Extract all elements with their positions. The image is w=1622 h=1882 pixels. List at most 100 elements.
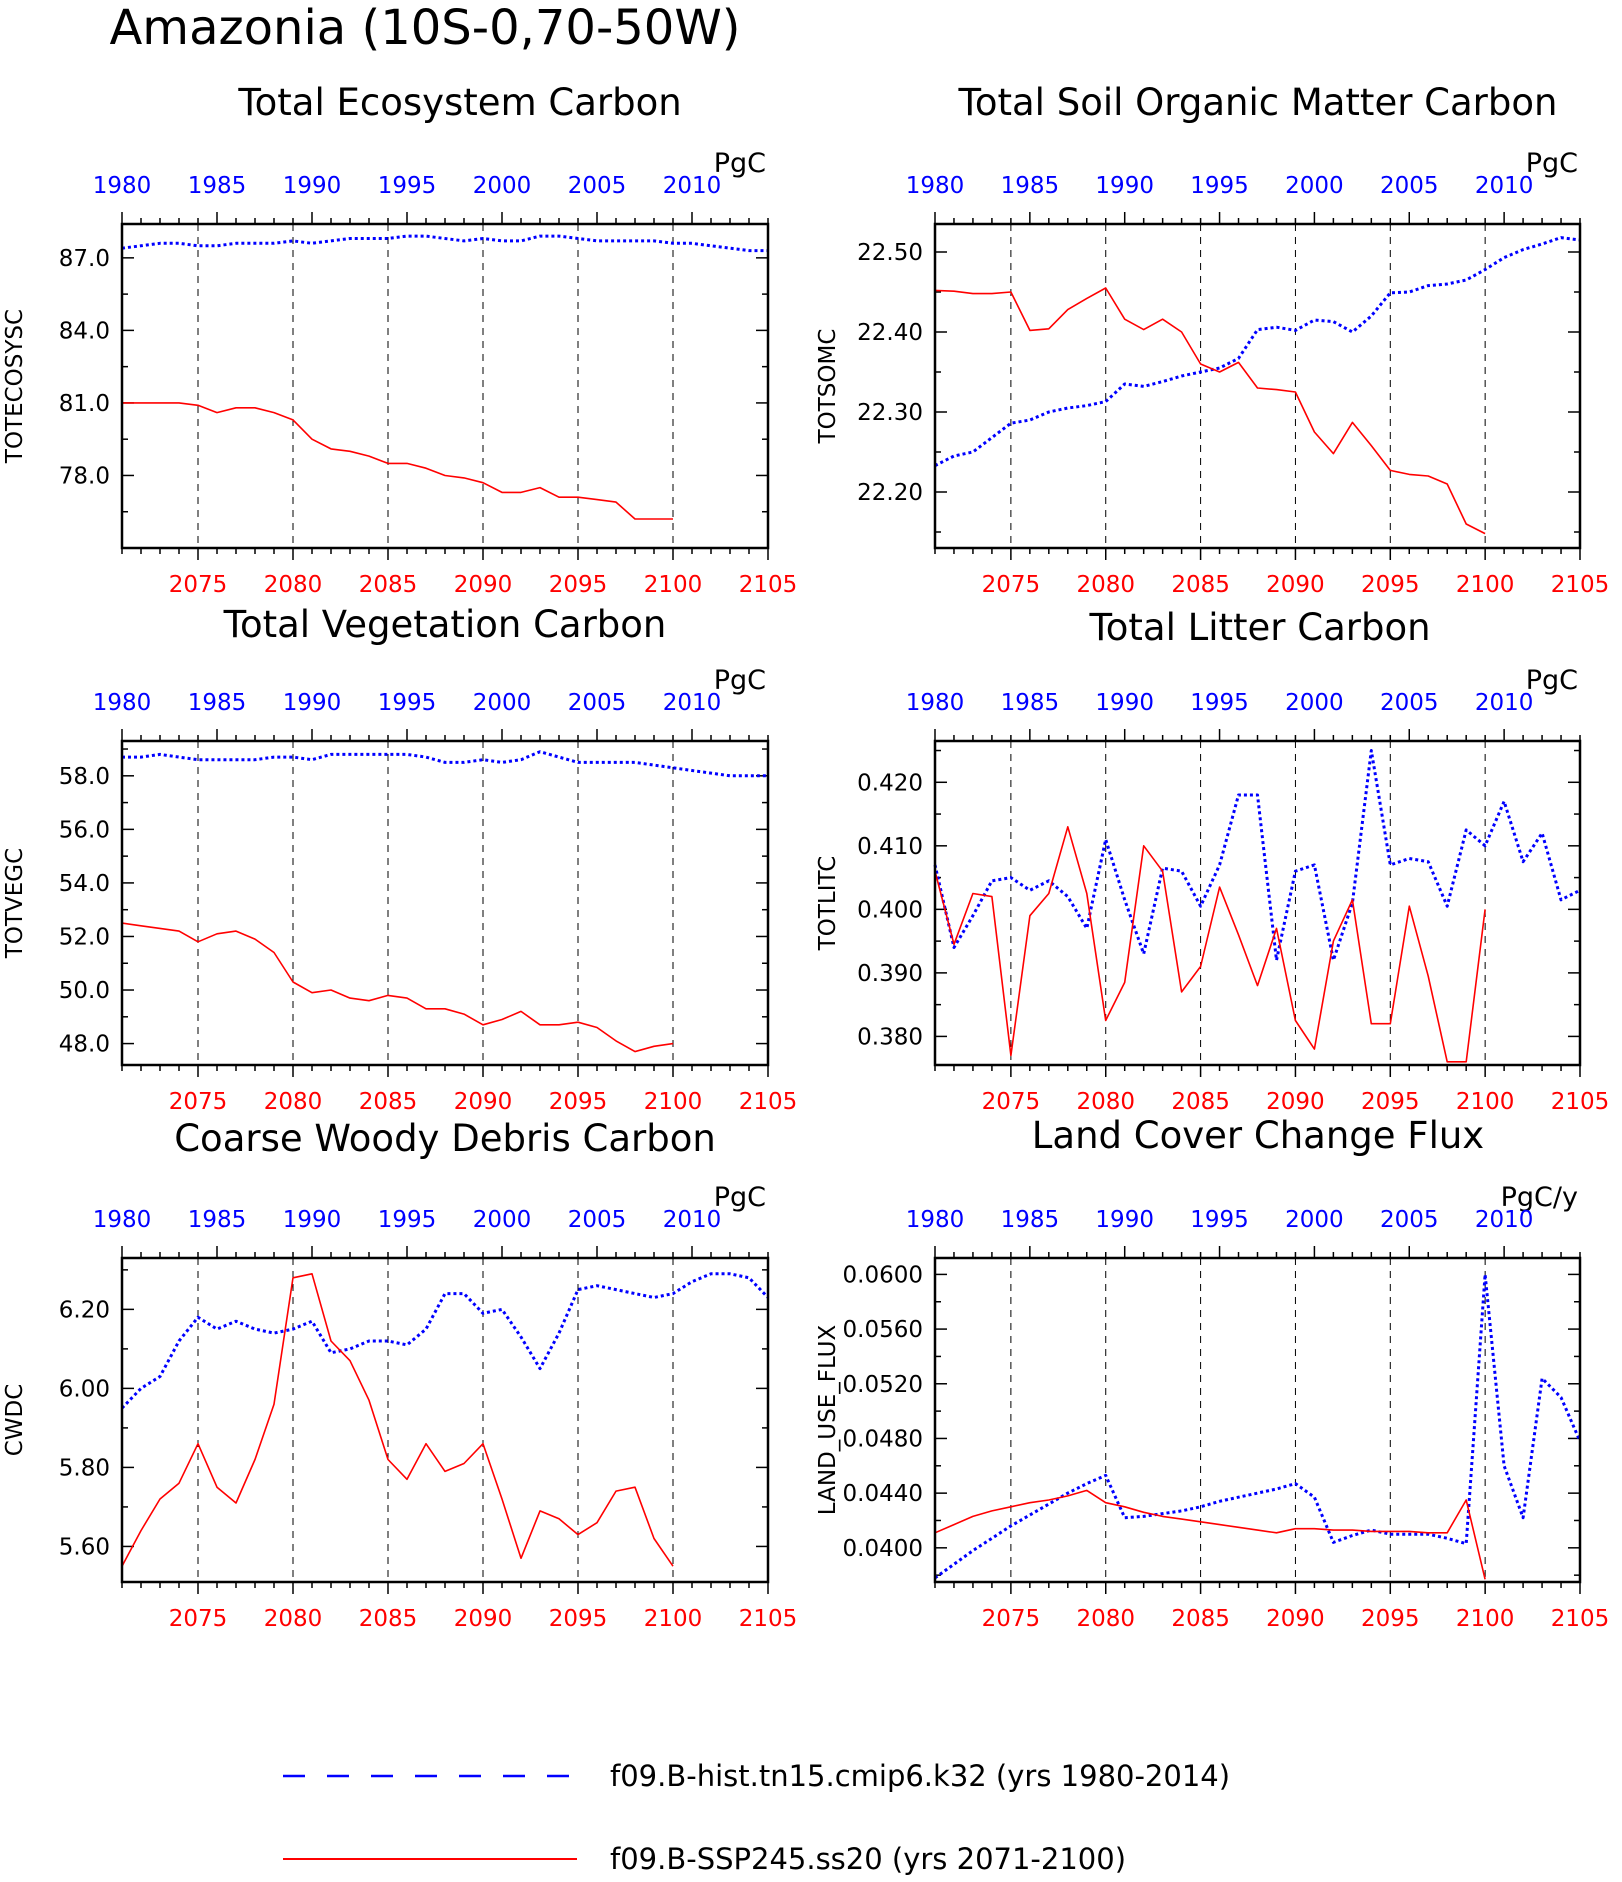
y-tick-label: 0.0560 — [843, 1317, 923, 1343]
x-tick-label: 2105 — [1551, 1089, 1610, 1115]
series-line-hist — [120, 1272, 770, 1410]
y-tick-label: 78.0 — [59, 463, 110, 489]
series-line-hist — [934, 236, 1581, 467]
x-top-tick-label: 2000 — [1285, 690, 1344, 716]
y-tick-label: 0.0400 — [843, 1536, 923, 1562]
y-tick-label: 52.0 — [59, 924, 110, 950]
y-axis-label: LAND_USE_FLUX — [815, 1325, 841, 1516]
x-top-tick-label: 1995 — [378, 1207, 437, 1233]
x-tick-label: 2080 — [264, 1089, 323, 1115]
chart-panel-5: Coarse Woody Debris Carbon PgC CWDC 2075 208… — [2, 1117, 797, 1632]
x-top-tick-label: 1985 — [1001, 1207, 1060, 1233]
x-tick-label: 2085 — [359, 572, 418, 598]
panel-title: Total Soil Organic Matter Carbon — [958, 81, 1558, 124]
units-label: PgC/y — [1501, 1182, 1578, 1213]
plot-frame — [120, 739, 770, 1067]
y-axis-label: TOTVEGC — [2, 848, 28, 959]
x-top-tick-label: 1990 — [283, 173, 342, 199]
series-line-ssp — [121, 922, 674, 1053]
series-line-ssp — [934, 1489, 1486, 1580]
x-tick-label: 2095 — [549, 1089, 608, 1115]
units-label: PgC — [714, 148, 766, 179]
x-top-tick-label: 2010 — [1475, 690, 1534, 716]
x-tick-label: 2075 — [982, 1089, 1041, 1115]
x-tick-label: 2090 — [454, 1606, 513, 1632]
y-tick-label: 0.0440 — [843, 1481, 923, 1507]
x-tick-label: 2075 — [169, 1089, 228, 1115]
x-tick-label: 2090 — [454, 1089, 513, 1115]
x-tick-label: 2090 — [1266, 1606, 1325, 1632]
x-top-tick-label: 1985 — [188, 690, 247, 716]
x-tick-label: 2085 — [1171, 1089, 1230, 1115]
chart-panel-3: Total Vegetation Carbon PgC TOTVEGC 2075 208… — [2, 603, 797, 1115]
x-tick-label: 2105 — [1551, 1606, 1610, 1632]
y-tick-label: 22.40 — [857, 320, 923, 346]
x-tick-label: 2075 — [169, 1606, 228, 1632]
chart-panel-6: Land Cover Change Flux PgC/y LAND_USE_FLUX… — [815, 1114, 1609, 1632]
x-top-tick-label: 2000 — [473, 173, 532, 199]
x-top-tick-label: 2000 — [473, 1207, 532, 1233]
x-tick-label: 2075 — [982, 572, 1041, 598]
y-tick-label: 81.0 — [59, 391, 110, 417]
x-top-tick-label: 1995 — [1190, 1207, 1249, 1233]
y-tick-label: 5.60 — [59, 1534, 110, 1560]
panel-title: Total Litter Carbon — [1088, 606, 1430, 649]
plot-frame — [120, 222, 770, 550]
series-line-hist — [121, 234, 768, 253]
legend: f09.B-hist.tn15.cmip6.k32 (yrs 1980-2014… — [283, 1759, 1230, 1876]
y-tick-label: 0.390 — [857, 961, 923, 987]
x-top-tick-label: 1990 — [1095, 1207, 1154, 1233]
y-axis-label: CWDC — [2, 1384, 28, 1457]
y-tick-label: 0.380 — [857, 1024, 923, 1050]
y-tick-label: 87.0 — [59, 246, 110, 272]
x-top-tick-label: 1995 — [378, 173, 437, 199]
plot-frame — [933, 222, 1582, 550]
x-top-tick-label: 1985 — [1001, 690, 1060, 716]
x-top-tick-label: 1990 — [283, 690, 342, 716]
panel-title: Total Ecosystem Carbon — [237, 81, 681, 124]
x-tick-label: 2080 — [1076, 1606, 1135, 1632]
x-top-tick-label: 2005 — [1380, 173, 1439, 199]
y-tick-label: 6.00 — [59, 1376, 110, 1402]
units-label: PgC — [714, 665, 766, 696]
x-top-tick-label: 2000 — [1285, 1207, 1344, 1233]
x-top-tick-label: 2005 — [1380, 1207, 1439, 1233]
x-tick-label: 2100 — [644, 1606, 703, 1632]
x-top-tick-label: 1980 — [93, 690, 152, 716]
y-tick-label: 0.410 — [857, 834, 923, 860]
x-top-tick-label: 1985 — [1001, 173, 1060, 199]
x-top-tick-label: 2010 — [663, 1207, 722, 1233]
x-top-tick-label: 1990 — [1095, 173, 1154, 199]
series-line-hist — [933, 749, 1581, 962]
x-top-tick-label: 2000 — [473, 690, 532, 716]
y-tick-label: 56.0 — [59, 817, 110, 843]
x-tick-label: 2100 — [1456, 1089, 1515, 1115]
x-top-tick-label: 1985 — [188, 173, 247, 199]
x-tick-label: 2100 — [1456, 1606, 1515, 1632]
x-top-tick-label: 1990 — [283, 1207, 342, 1233]
x-tick-label: 2100 — [644, 572, 703, 598]
plot-frame — [933, 1256, 1582, 1584]
x-tick-label: 2080 — [1076, 572, 1135, 598]
figure-title: Amazonia (10S-0,70-50W) — [109, 0, 740, 56]
x-top-tick-label: 2005 — [568, 173, 627, 199]
panel-title: Land Cover Change Flux — [1032, 1114, 1484, 1157]
series-line-hist — [934, 1272, 1582, 1580]
y-tick-label: 5.80 — [59, 1455, 110, 1481]
x-tick-label: 2090 — [1266, 572, 1325, 598]
units-label: PgC — [1526, 665, 1578, 696]
units-label: PgC — [714, 1182, 766, 1213]
x-tick-label: 2100 — [1456, 572, 1515, 598]
x-top-tick-label: 1980 — [93, 1207, 152, 1233]
x-top-tick-label: 2010 — [663, 690, 722, 716]
plot-frame — [120, 1256, 770, 1584]
y-tick-label: 58.0 — [59, 764, 110, 790]
x-tick-label: 2080 — [264, 572, 323, 598]
x-top-tick-label: 2010 — [1475, 173, 1534, 199]
x-top-tick-label: 1995 — [1190, 173, 1249, 199]
y-tick-label: 0.0600 — [843, 1262, 923, 1288]
x-tick-label: 2085 — [359, 1606, 418, 1632]
series-line-ssp — [934, 825, 1486, 1063]
x-top-tick-label: 1980 — [906, 690, 965, 716]
x-tick-label: 2105 — [739, 1606, 798, 1632]
